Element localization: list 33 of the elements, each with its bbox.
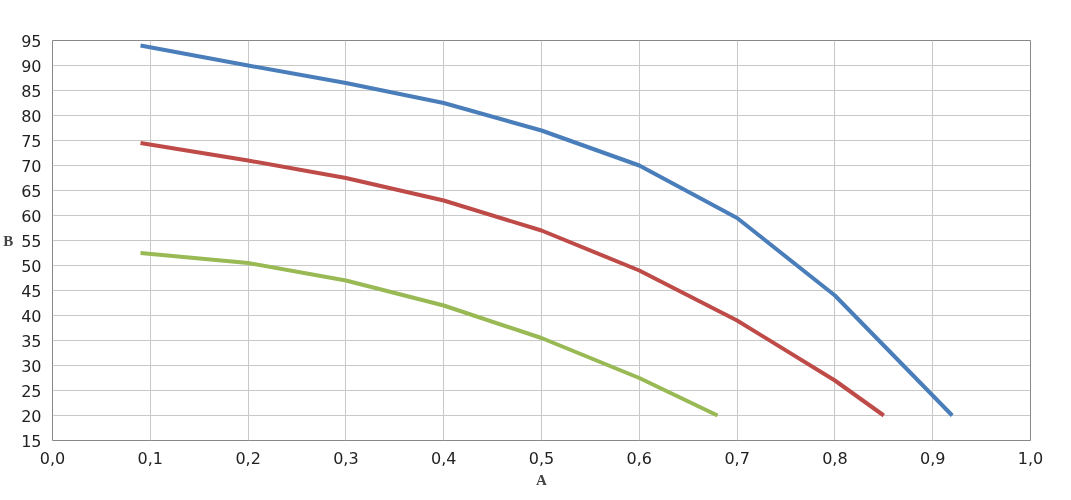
x-tick-label: 0,7 — [724, 448, 750, 468]
y-tick-label: 35 — [21, 331, 42, 351]
y-tick-label: 45 — [21, 281, 42, 301]
x-tick-label: 0,6 — [626, 448, 653, 468]
y-tick-label: 40 — [21, 306, 42, 326]
y-tick-label: 20 — [21, 406, 42, 426]
x-tick-label: 1,0 — [1017, 448, 1044, 468]
y-tick-label: 65 — [21, 181, 42, 201]
x-tick-label: 0,9 — [919, 448, 946, 468]
x-tick-label: 0,4 — [430, 448, 457, 468]
x-axis-title: A — [536, 471, 548, 488]
y-tick-label: 95 — [21, 31, 42, 51]
line-series — [138, 251, 720, 418]
y-tick-label: 55 — [21, 231, 42, 251]
y-tick-label: 90 — [21, 56, 42, 76]
x-tick-label: 0,2 — [235, 448, 261, 468]
line-series — [138, 141, 886, 418]
x-tick-label: 0,0 — [39, 448, 66, 468]
x-tick-label: 0,1 — [137, 448, 164, 468]
line-series — [138, 43, 955, 418]
y-tick-label: 50 — [21, 256, 42, 276]
x-tick-label: 0,8 — [822, 448, 848, 468]
y-tick-label: 85 — [21, 81, 42, 101]
y-tick-label: 25 — [21, 381, 42, 401]
y-tick-label: 15 — [21, 431, 42, 451]
x-tick-label: 0,3 — [333, 448, 359, 468]
y-axis-title: B — [3, 232, 14, 249]
y-tick-label: 80 — [21, 106, 42, 126]
y-tick-label: 75 — [21, 131, 42, 151]
y-tick-label: 30 — [21, 356, 42, 376]
x-tick-label: 0,5 — [528, 448, 555, 468]
y-tick-label: 70 — [21, 156, 42, 176]
y-tick-label: 60 — [21, 206, 42, 226]
